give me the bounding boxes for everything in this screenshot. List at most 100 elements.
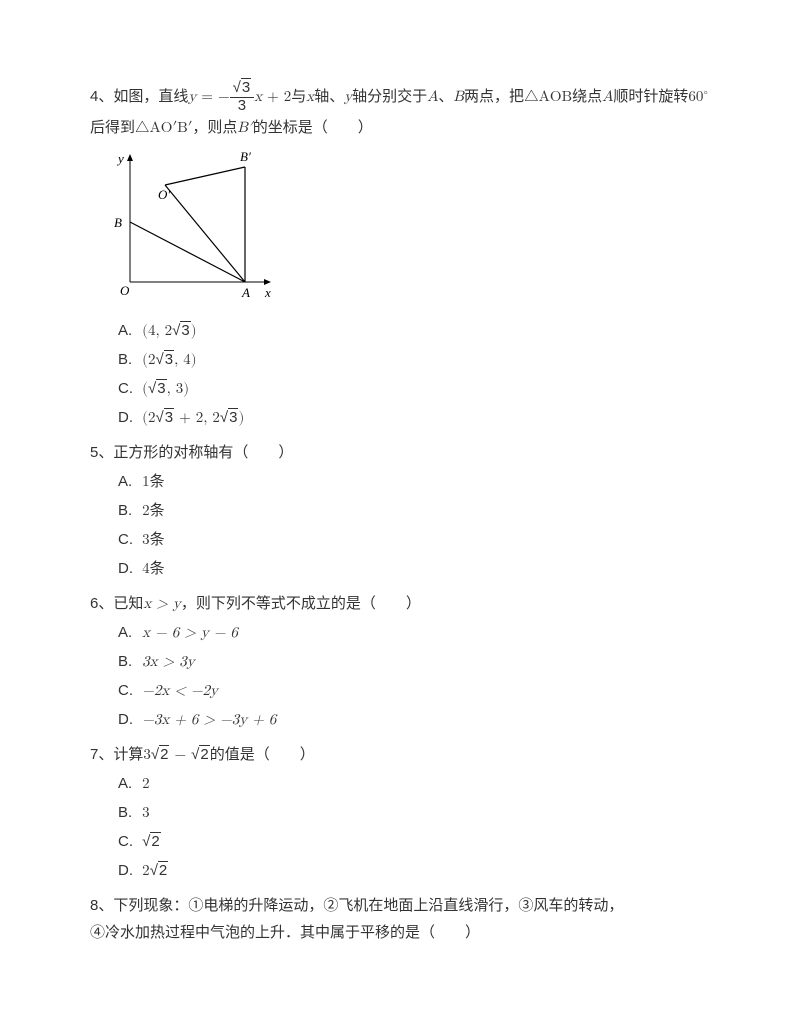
q4d-sqrt1: 3 — [156, 404, 175, 431]
q5-opt-a: A. 1条 — [118, 468, 710, 495]
lbl-y: y — [116, 151, 124, 166]
q4-tri2: △AO′B′ — [135, 120, 192, 135]
q6-num: 6 — [90, 595, 98, 612]
q4d-r1: 3 — [164, 408, 174, 426]
q4b-1: (2 — [142, 352, 155, 367]
q4-t3: 轴、 — [314, 88, 344, 105]
lbl-Op: O′ — [158, 187, 170, 202]
q7-r1: 2 — [159, 745, 169, 763]
eq-plus: + 2 — [262, 89, 291, 104]
lbl-b: B. — [118, 346, 138, 373]
q7c-s: 2 — [142, 828, 161, 855]
q7-s1: 2 — [151, 741, 170, 768]
q4-t7: 绕点 — [572, 88, 602, 105]
q4d-sqrt2: 3 — [220, 404, 239, 431]
q6-opt-c: C. −2x < −2y — [118, 677, 710, 704]
question-5: 5、正方形的对称轴有（ ） A. 1条 B. 2条 C. 3条 D. 4条 — [90, 439, 710, 582]
q4-B: B — [453, 89, 464, 104]
q4a-r: 3 — [180, 321, 190, 339]
q7d-c: 2 — [142, 863, 150, 878]
q6-opt-a: A. x − 6 > y − 6 — [118, 619, 710, 646]
q5-lb: B. — [118, 497, 138, 524]
q4-t5: 、 — [438, 88, 453, 105]
q7-r2: 2 — [199, 745, 209, 763]
q7-s2: 2 — [191, 741, 210, 768]
lbl-c: C. — [118, 375, 138, 402]
q8-l1: 下列现象：①电梯的升降运动，②飞机在地面上沿直线滑行，③风车的转动， — [113, 897, 623, 914]
q7-opt-b: B. 3 — [118, 799, 710, 826]
lbl-Bp: B′ — [240, 149, 251, 164]
q4d-2: + 2, 2 — [174, 410, 220, 425]
q4d-3: ) — [238, 410, 244, 425]
eq-frac: 33 — [230, 80, 255, 114]
question-7: 7、计算32 − 2的值是（ ） A. 2 B. 3 C. 2 D. 22 — [90, 741, 710, 884]
q4-opt-d: D. (2 3 + 2, 23) — [118, 404, 710, 431]
q5c: 3条 — [142, 532, 165, 547]
q5-opt-d: D. 4条 — [118, 555, 710, 582]
q4b-sqrt: 3 — [156, 346, 175, 373]
q6c: −2x < −2y — [142, 683, 218, 698]
q5-lc: C. — [118, 526, 138, 553]
q8-stem2: ④冷水加热过程中气泡的上升．其中属于平移的是（ ） — [90, 919, 710, 946]
q4c-sqrt: 3 — [148, 375, 167, 402]
q6-stem: 6、已知x > y，则下列不等式不成立的是（ ） — [90, 590, 710, 617]
lbl-B: B — [114, 215, 122, 230]
q5-stem: 5、正方形的对称轴有（ ） — [90, 439, 710, 466]
q4-opt-a: A. (4, 23) — [118, 317, 710, 344]
q4-t4: 轴分别交于 — [352, 88, 427, 105]
q6-expr: x > y — [143, 596, 180, 611]
q4-t8: 顺时针旋转 — [613, 88, 688, 105]
q4-t10: ，则点 — [192, 119, 237, 136]
q6d: −3x + 6 > −3y + 6 — [142, 712, 276, 727]
q4-t2: 与 — [291, 88, 306, 105]
q7-num: 7 — [90, 746, 98, 763]
q4-t9: 后得到 — [90, 119, 135, 136]
q7-opt-c: C. 2 — [118, 828, 710, 855]
q7-opt-d: D. 22 — [118, 857, 710, 884]
q5b: 2条 — [142, 503, 165, 518]
question-8: 8、下列现象：①电梯的升降运动，②飞机在地面上沿直线滑行，③风车的转动， ④冷水… — [90, 892, 710, 946]
q6b: 3x > 3y — [142, 654, 194, 669]
q4d-1: (2 — [142, 410, 155, 425]
q7-t1: 计算 — [113, 746, 143, 763]
q4-num: 4 — [90, 88, 98, 105]
q7-t2: 的值是（ ） — [210, 746, 315, 763]
q4-A2: A — [602, 89, 613, 104]
q7-la: A. — [118, 770, 138, 797]
q4-A: A — [427, 89, 438, 104]
q6-opt-d: D. −3x + 6 > −3y + 6 — [118, 706, 710, 733]
q6-lb: B. — [118, 648, 138, 675]
q4-deg: 60 — [688, 89, 703, 104]
lbl-O: O — [120, 283, 130, 298]
q5-ld: D. — [118, 555, 138, 582]
q4-Bp: B′ — [237, 120, 252, 135]
q4b-r: 3 — [164, 350, 174, 368]
q6-opt-b: B. 3x > 3y — [118, 648, 710, 675]
q4-yaxis: y — [344, 89, 352, 104]
q7-opt-a: A. 2 — [118, 770, 710, 797]
q4b-2: , 4) — [174, 352, 197, 367]
q5-num: 5 — [90, 444, 98, 461]
q4-stem: 4、如图，直线y = −33x + 2与x轴、y轴分别交于A、B两点，把△AOB… — [90, 80, 710, 141]
q4-figure: O A B O′ B′ x y — [110, 147, 710, 311]
q4a-sqrt: 3 — [172, 317, 191, 344]
q5-text: 正方形的对称轴有（ ） — [113, 444, 293, 461]
q4a-2: ) — [191, 323, 197, 338]
eq-x: x — [254, 89, 262, 104]
q7-c1: 3 — [143, 747, 151, 762]
eq-eq: = — [196, 89, 218, 104]
q7b: 3 — [142, 805, 150, 820]
q4-degree-symbol: ∘ — [703, 88, 707, 98]
q7a: 2 — [142, 776, 150, 791]
lbl-a: A. — [118, 317, 138, 344]
q4c-r: 3 — [156, 379, 166, 397]
q6-ld: D. — [118, 706, 138, 733]
q4-options: A. (4, 23) B. (23, 4) C. (3, 3) D. (23 +… — [90, 317, 710, 431]
q4-xaxis: x — [306, 89, 314, 104]
q5-opt-c: C. 3条 — [118, 526, 710, 553]
q4-tri1: △AOB — [524, 89, 572, 104]
q5-options: A. 1条 B. 2条 C. 3条 D. 4条 — [90, 468, 710, 582]
q6-lc: C. — [118, 677, 138, 704]
question-6: 6、已知x > y，则下列不等式不成立的是（ ） A. x − 6 > y − … — [90, 590, 710, 733]
lbl-d: D. — [118, 404, 138, 431]
